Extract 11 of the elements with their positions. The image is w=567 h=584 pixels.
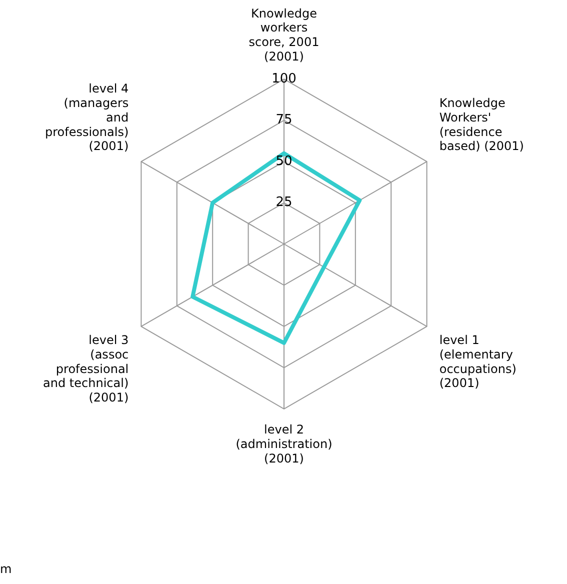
spoke-label: Knowledge Workers' (residence based) (2001)	[439, 96, 524, 154]
spoke-label: level 1 (elementary occupations) (2001)	[439, 333, 516, 390]
spoke-label: level 4 (managers and professionals) (2001)	[44, 82, 129, 154]
y-tick-label: 25	[276, 195, 292, 210]
text: m	[0, 562, 12, 576]
y-tick-label: 100	[272, 71, 296, 86]
spoke-label: level 3 (assoc professional and technical) (2001)	[43, 333, 129, 405]
y-tick-label: 75	[276, 112, 292, 128]
spoke-label: level 2 (administration) (2001)	[236, 422, 332, 466]
spoke-label: Knowledge workers score, 2001 (2001)	[248, 6, 320, 64]
y-tick-label: 50	[276, 154, 292, 169]
